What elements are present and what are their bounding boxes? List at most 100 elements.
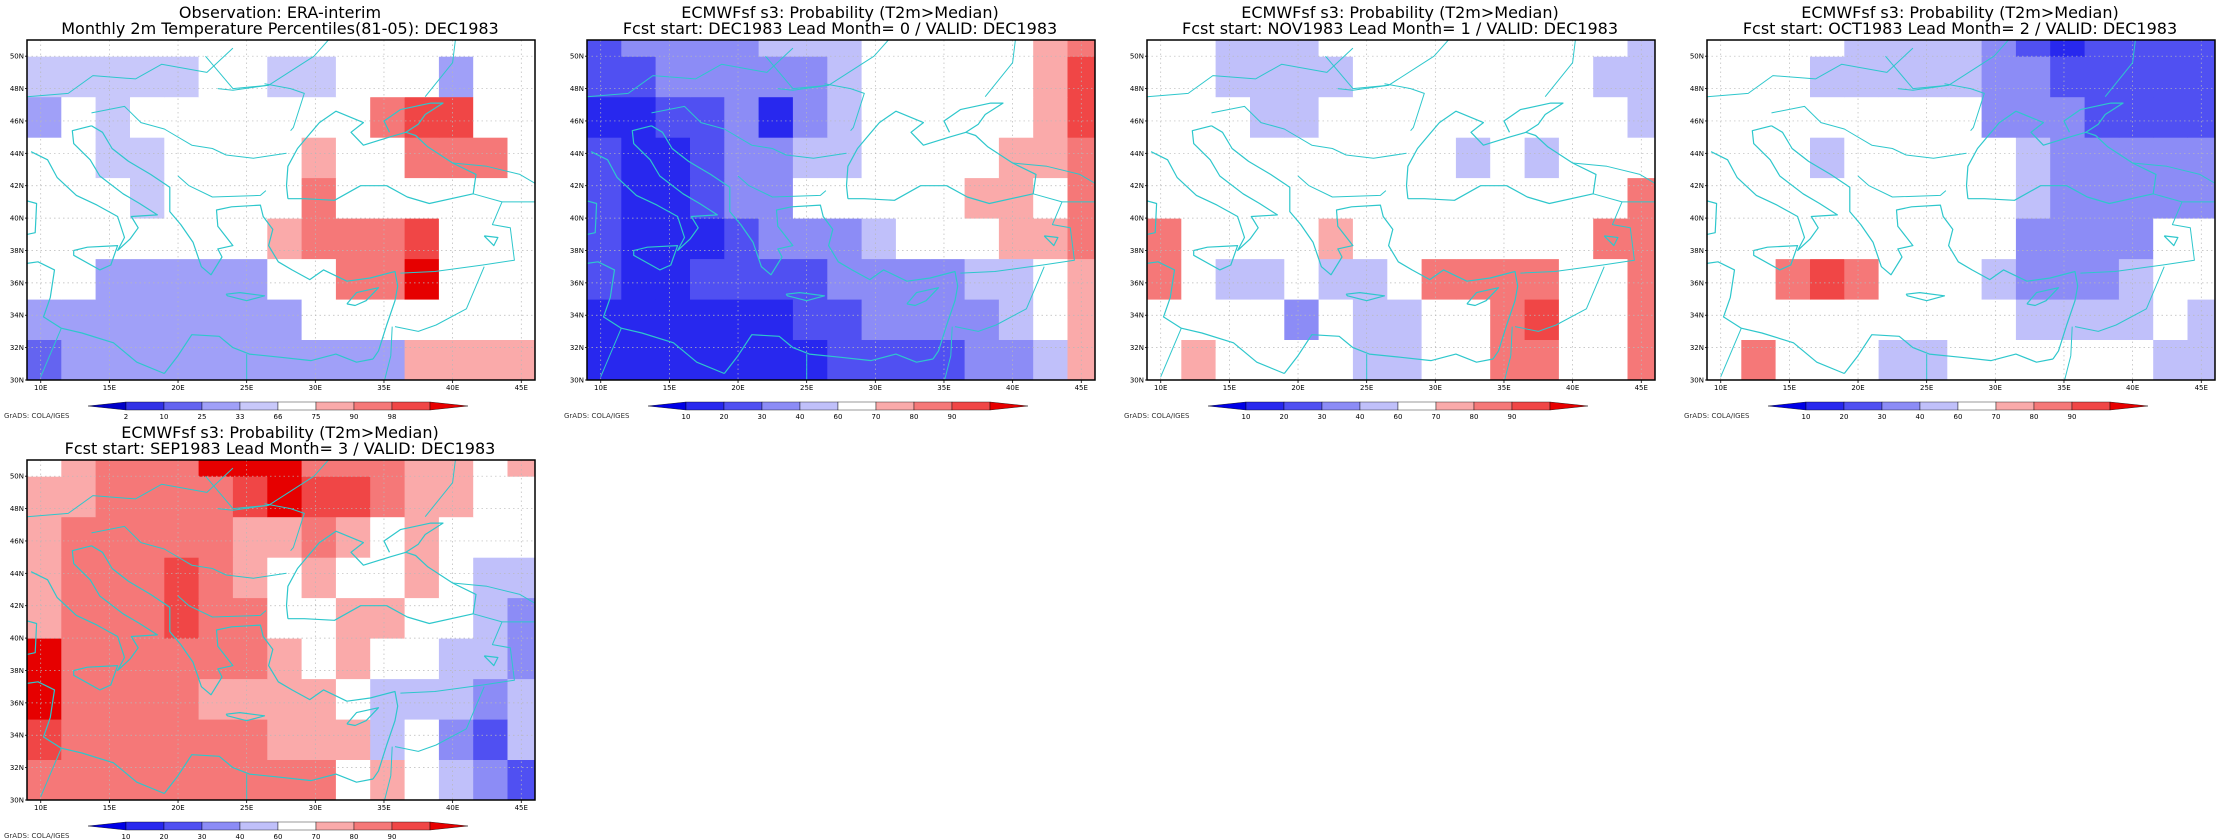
grid-cell <box>1250 40 1285 57</box>
colorbar-label: 66 <box>274 413 283 420</box>
grid-cell <box>27 597 62 639</box>
grid-cell <box>1387 339 1423 380</box>
grads-credit: GrADS: COLA/IGES <box>1124 412 1190 420</box>
grid-cell <box>1387 299 1423 340</box>
grid-cell <box>2118 218 2154 260</box>
grid-cell <box>587 299 622 340</box>
grid-cell <box>1558 40 1594 57</box>
lat-tick-label: 30N <box>570 377 584 385</box>
coastline <box>590 125 718 252</box>
grid-cell <box>95 597 131 639</box>
coastline <box>483 235 499 247</box>
grid-cell <box>198 177 234 219</box>
coastline <box>1147 200 1158 236</box>
colorbar-segment <box>1957 401 1997 411</box>
grid-cell <box>1181 299 1217 340</box>
grid-cell <box>61 0 96 16</box>
grid-cell <box>1741 56 1777 98</box>
grid-cell <box>335 40 371 57</box>
colorbar-label: 90 <box>948 413 957 420</box>
country-border <box>394 266 485 332</box>
colorbar-label: 30 <box>1318 413 1327 420</box>
grid-cell <box>1775 177 1811 219</box>
grid-cell <box>2050 299 2085 340</box>
grid-cell <box>1844 218 1880 260</box>
grid-cell <box>404 218 440 260</box>
grid-cell <box>964 339 1000 380</box>
lat-tick-label: 34N <box>1130 312 1144 320</box>
country-border <box>264 83 305 132</box>
grid-cell <box>1147 0 1182 16</box>
grid-cell <box>130 56 165 98</box>
grid-cell <box>473 177 508 219</box>
grid-cell <box>621 56 657 98</box>
grid-cell <box>1558 258 1594 300</box>
grid-cell <box>2119 0 2154 16</box>
grid-cell <box>335 299 371 340</box>
country-border <box>384 746 393 800</box>
colorbar-segment <box>837 401 877 411</box>
coastline <box>383 522 444 553</box>
panel-title-line2: Fcst start: SEP1983 Lead Month= 3 / VALI… <box>64 439 496 458</box>
grid-cell <box>370 638 405 680</box>
temperature-map-svg: 10E 15E 20E 25E 30E 35E 40E 45E 30N 32N 34N 36N 38N 4… <box>10 0 560 420</box>
lat-tick-label: 50N <box>1690 53 1704 61</box>
grid-cell <box>2050 218 2085 260</box>
colorbar-segment <box>951 401 991 411</box>
panel-forecast-lead-3: ECMWFsf s3: Probability (T2m>Median) Fcs… <box>0 420 560 840</box>
grid-cell <box>438 759 474 800</box>
grid-cell <box>301 40 337 57</box>
coastline <box>2223 137 2240 234</box>
grid-cell <box>61 460 97 477</box>
grid-cell <box>2015 177 2051 219</box>
grid-cell <box>1558 218 1594 260</box>
lon-tick-label: 40E <box>1566 384 1579 392</box>
grid-cell <box>405 0 440 16</box>
grid-cell <box>507 40 535 57</box>
colorbar-segment <box>1207 401 1247 411</box>
grid-cell <box>930 40 965 57</box>
grid-cell <box>1352 299 1388 340</box>
grid-cell <box>758 56 794 98</box>
coastline <box>1843 334 2054 374</box>
lon-tick-label: 45E <box>1635 384 1648 392</box>
lat-tick-label: 44N <box>10 570 24 578</box>
coastline <box>543 137 560 234</box>
lat-tick-label: 50N <box>10 53 24 61</box>
grid-cell <box>759 0 794 16</box>
grid-cell <box>198 137 234 179</box>
grid-cell <box>267 0 302 16</box>
grid-cell <box>473 218 508 260</box>
grid-cell <box>302 420 337 436</box>
grid-cell <box>1558 339 1594 380</box>
grid-cell <box>232 218 268 260</box>
country-border <box>40 328 62 377</box>
grid-cell <box>164 638 200 680</box>
grid-cell <box>1627 96 1655 138</box>
lon-tick-label: 15E <box>103 384 116 392</box>
grads-credit: GrADS: COLA/IGES <box>564 412 630 420</box>
coastline <box>2026 287 2060 307</box>
colorbar-segment <box>277 401 317 411</box>
grid-cell <box>1981 258 2017 300</box>
grid-cell <box>1181 137 1217 179</box>
grid-cell <box>404 56 440 98</box>
grid-cell <box>336 420 371 436</box>
grid-cell <box>792 40 828 57</box>
grid-cell <box>758 258 794 300</box>
grid-cell <box>2084 258 2120 300</box>
colorbar-label: 70 <box>1992 413 2001 420</box>
grid-cell <box>621 96 657 138</box>
grid-cell <box>335 460 371 477</box>
grid-cell <box>1490 137 1525 179</box>
grid-cell <box>2015 40 2051 57</box>
colorbar-label: 90 <box>350 413 359 420</box>
lat-tick-label: 50N <box>10 473 24 481</box>
grid-cell <box>507 678 535 720</box>
grid-cell <box>95 299 131 340</box>
grid-cell <box>587 339 622 380</box>
grid-cell <box>370 460 405 477</box>
grid-cell <box>2050 40 2085 57</box>
grid-cell <box>370 56 405 98</box>
grid-cell <box>370 678 405 720</box>
